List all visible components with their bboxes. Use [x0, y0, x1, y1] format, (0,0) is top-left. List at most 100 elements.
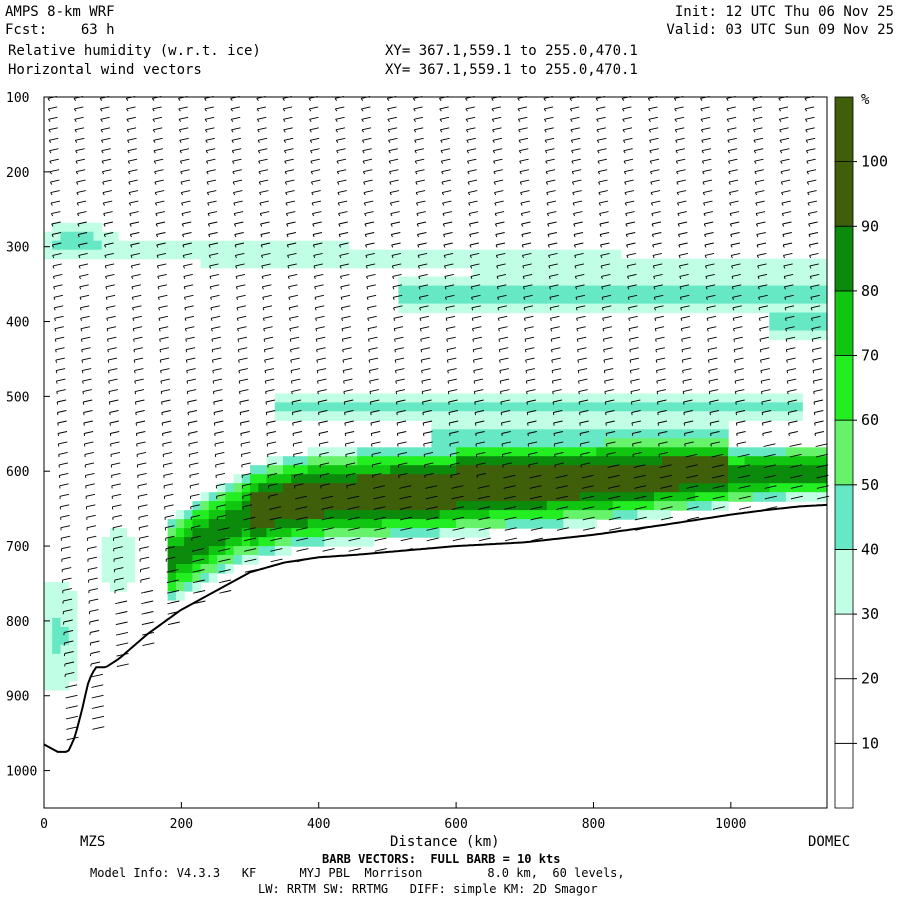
wind-barb-flag: [361, 127, 372, 131]
rh-cell: [530, 294, 540, 305]
wind-barb-flag: [533, 516, 543, 520]
wind-barb-staff: [449, 443, 451, 447]
rh-cell: [480, 294, 490, 305]
wind-barb-flag: [655, 347, 665, 351]
wind-barb-flag: [415, 169, 425, 173]
wind-barb-flag: [324, 527, 334, 531]
wind-barb-flag: [107, 347, 117, 351]
wind-barb-staff: [805, 119, 808, 122]
rh-cell: [555, 465, 564, 475]
rh-cell: [93, 231, 103, 242]
wind-barb-staff: [521, 223, 524, 227]
rh-cell: [579, 285, 589, 296]
wind-barb-flag: [76, 179, 86, 183]
wind-barb-flag: [320, 472, 330, 476]
wind-barb-flag: [324, 516, 334, 520]
wind-barb-flag: [550, 305, 560, 309]
wind-barb-flag: [51, 232, 62, 235]
rh-cell: [785, 483, 795, 493]
wind-barb-flag: [728, 158, 738, 162]
rh-cell: [530, 519, 540, 529]
wind-barb-flag: [472, 326, 482, 330]
wind-barb-flag: [86, 514, 96, 518]
rh-cell: [645, 294, 655, 305]
rh-cell: [414, 411, 424, 421]
wind-barb-flag: [603, 357, 613, 361]
rh-cell: [316, 447, 325, 457]
rh-cell: [472, 303, 482, 314]
wind-barb-flag: [159, 326, 169, 330]
wind-barb-flag: [236, 305, 246, 309]
rh-cell: [711, 501, 721, 511]
wind-barb-staff: [607, 476, 611, 479]
wind-barb-flag: [736, 441, 746, 445]
wind-barb-staff: [234, 255, 237, 259]
wind-barb-flag: [238, 357, 248, 361]
rh-cell: [365, 510, 375, 520]
rh-cell: [596, 501, 605, 511]
rh-cell: [44, 680, 53, 691]
xy-range-1: XY= 367.1,559.1 to 255.0,470.1: [385, 43, 638, 59]
wind-barb-staff: [738, 476, 742, 479]
wind-barb-flag: [49, 158, 59, 162]
rh-cell: [274, 393, 284, 403]
rh-cell: [563, 276, 573, 287]
rh-cell: [769, 456, 779, 466]
rh-cell: [258, 537, 268, 547]
rh-cell: [579, 258, 589, 269]
rh-cell: [217, 492, 226, 502]
wind-barb-flag: [128, 190, 139, 194]
rh-cell: [637, 258, 647, 269]
wind-barb-flag: [161, 410, 171, 413]
wind-barb-staff: [706, 328, 709, 332]
rh-cell: [505, 510, 515, 520]
wind-barb-staff: [659, 466, 663, 468]
wind-barb-flag: [580, 451, 590, 455]
rh-cell: [258, 474, 268, 484]
rh-cell: [184, 573, 193, 583]
rh-cell: [761, 276, 770, 287]
wind-barb-staff: [581, 476, 585, 479]
rh-cell: [497, 447, 507, 457]
wind-barb-staff: [815, 445, 819, 447]
rh-cell: [761, 456, 770, 466]
rh-cell: [538, 429, 548, 439]
wind-barb-flag: [758, 294, 768, 298]
wind-barb-staff: [633, 476, 637, 479]
rh-cell: [439, 456, 449, 466]
wind-barb-flag: [683, 410, 693, 413]
wind-barb-staff: [110, 443, 112, 447]
physics-info: LW: RRTM SW: RRTMG DIFF: simple KM: 2D S…: [258, 882, 598, 896]
wind-barb-flag: [559, 527, 569, 531]
rh-cell: [522, 402, 531, 412]
rh-cell: [513, 429, 523, 439]
rh-cell: [225, 240, 235, 251]
rh-cell: [538, 510, 548, 520]
wind-barb-flag: [546, 200, 556, 204]
rh-cell: [719, 501, 729, 511]
rh-cell: [489, 465, 498, 475]
rh-cell: [645, 393, 655, 403]
rh-cell: [241, 474, 251, 484]
wind-barb-flag: [212, 357, 222, 361]
wind-barb-flag: [735, 389, 745, 393]
rh-cell: [44, 591, 53, 601]
forecast-hour: Fcst: 63 h: [5, 22, 115, 38]
rh-cell: [489, 474, 498, 484]
wind-barb-flag: [128, 158, 138, 162]
rh-cell: [497, 258, 507, 269]
wind-barb-flag: [544, 127, 554, 131]
wind-barb-flag: [100, 106, 110, 110]
wind-barb-flag: [706, 294, 716, 298]
wind-barb-flag: [785, 315, 795, 319]
wind-barb-flag: [181, 211, 191, 215]
wind-barb-flag: [310, 137, 320, 141]
wind-barb-flag: [702, 169, 712, 173]
rh-cell: [184, 510, 193, 520]
rh-cell: [777, 483, 787, 493]
wind-barb-flag: [473, 368, 483, 372]
wind-barb-flag: [195, 569, 205, 573]
rh-cell: [505, 294, 515, 305]
rh-cell: [620, 483, 630, 493]
wind-barb-flag: [812, 368, 823, 372]
